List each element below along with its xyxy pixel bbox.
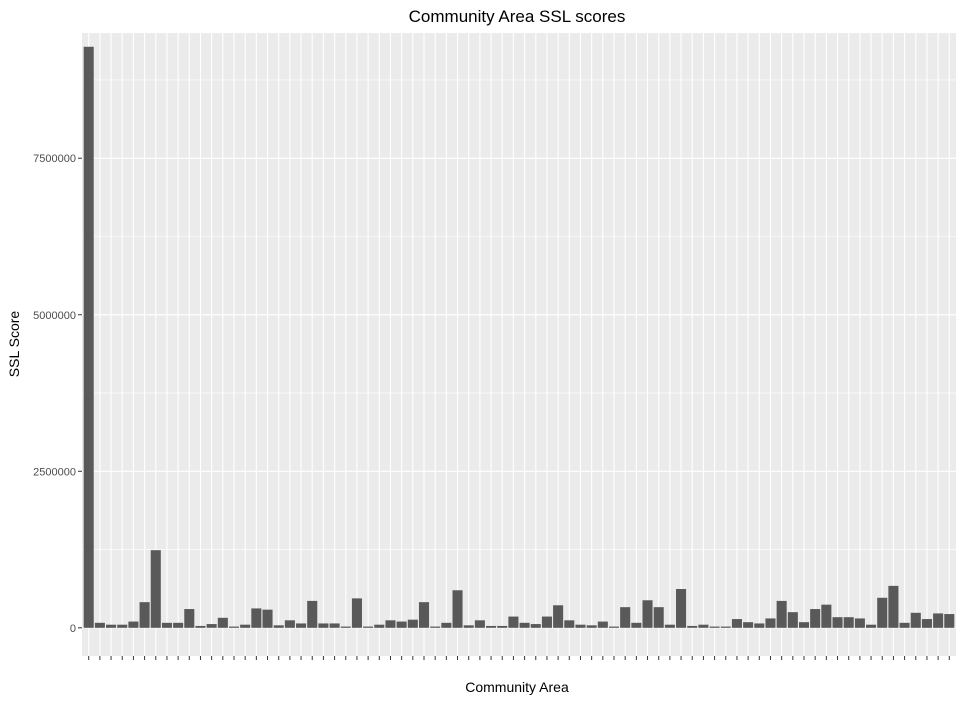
bar [474, 620, 485, 628]
bar [664, 624, 675, 628]
y-tick-label: 5000000 [33, 310, 76, 322]
bar [810, 609, 821, 628]
bar [262, 609, 273, 628]
bar [642, 600, 653, 628]
bar [899, 622, 910, 628]
y-tick-label: 7500000 [33, 153, 76, 165]
bar [843, 617, 854, 628]
x-axis-ticks [88, 656, 950, 660]
bar [743, 622, 754, 628]
bar [385, 620, 396, 628]
bar [698, 624, 709, 628]
bar [620, 607, 631, 628]
bar [363, 626, 374, 628]
bar [307, 600, 318, 628]
bar [228, 626, 240, 628]
bars [83, 46, 955, 628]
bar [94, 622, 105, 628]
bar [106, 624, 117, 628]
bar [866, 624, 877, 628]
bar [195, 625, 206, 628]
bar [508, 616, 519, 628]
bar [497, 625, 508, 628]
bar [240, 624, 251, 628]
plot-panel [82, 33, 956, 656]
bar [854, 618, 865, 628]
bar [765, 618, 776, 628]
bar [944, 614, 955, 628]
bar [441, 622, 452, 628]
bar [530, 624, 541, 628]
bar [396, 621, 407, 628]
bar [519, 622, 530, 628]
bar [430, 626, 441, 628]
bar [273, 625, 284, 628]
bar [933, 613, 944, 628]
bar [318, 623, 329, 628]
grid-lines [82, 33, 956, 656]
bar [798, 622, 810, 628]
bar [564, 620, 575, 628]
bar [407, 619, 418, 628]
bar [83, 46, 94, 628]
bar [374, 624, 385, 628]
bar [832, 617, 843, 628]
bar [128, 621, 139, 628]
bar [720, 626, 731, 628]
bar [821, 604, 832, 628]
bar [184, 609, 195, 628]
bar [173, 622, 184, 628]
bar [575, 624, 586, 628]
bar [139, 602, 150, 628]
bar [608, 626, 620, 628]
bar [709, 626, 720, 628]
y-tick-label: 2500000 [33, 466, 76, 478]
bar [117, 624, 128, 628]
bar [776, 600, 787, 628]
bar [351, 598, 362, 628]
bar [161, 622, 172, 628]
bar [206, 624, 217, 628]
bar [910, 612, 921, 628]
bar [463, 625, 474, 628]
bar [553, 605, 564, 628]
y-axis-ticks: 0 2500000 5000000 7500000 [33, 153, 82, 635]
bar [877, 597, 888, 628]
bar [217, 617, 228, 628]
bar [296, 623, 307, 628]
bar [418, 602, 430, 628]
bar [597, 621, 608, 628]
x-axis-title: Community Area [465, 679, 569, 695]
bar [452, 590, 463, 628]
bar [541, 616, 552, 628]
bar [340, 626, 351, 628]
bar [251, 608, 262, 628]
bar [676, 589, 687, 628]
bar [586, 625, 597, 628]
y-axis-title: SSL Score [6, 311, 22, 378]
bar [787, 612, 798, 628]
chart-title: Community Area SSL scores [409, 7, 626, 26]
bar [754, 623, 765, 628]
y-tick-label: 0 [70, 623, 76, 635]
bar [329, 623, 340, 628]
bar [150, 550, 161, 628]
bar [731, 619, 742, 628]
bar [921, 619, 932, 628]
bar [631, 622, 642, 628]
bar [888, 585, 899, 628]
bar [486, 625, 497, 628]
bar [653, 607, 664, 628]
bar [284, 620, 295, 628]
bar [687, 625, 698, 628]
